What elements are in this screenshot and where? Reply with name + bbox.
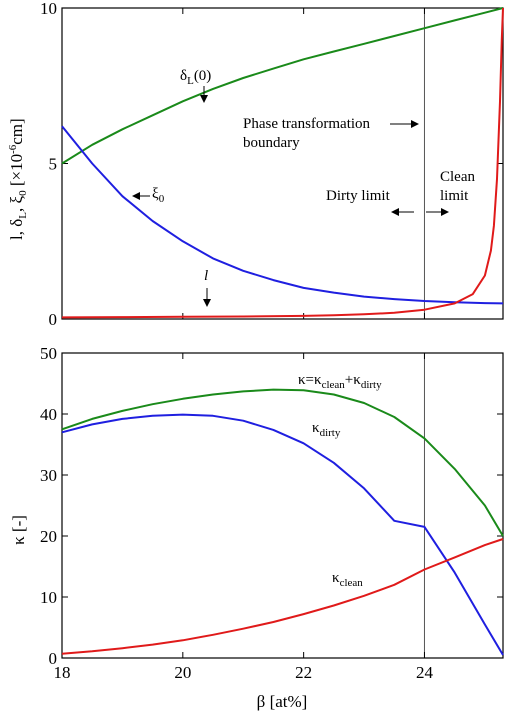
top-y-tick-label: 5 [49, 155, 58, 174]
bottom-y-axis-label: κ [-] [9, 515, 28, 545]
bottom-x-axis-label: β [at%] [257, 692, 308, 711]
annotation-clean1: Clean [440, 169, 475, 185]
bottom-y-tick-label: 10 [40, 588, 57, 607]
bottom-axis-ticks: 0 10 20 30 40 50 18 20 22 24 [40, 344, 503, 682]
top-plot-frame [61, 7, 504, 320]
annotation-phase-line1: Phase transformation [243, 116, 371, 132]
bottom-series-group [61, 388, 504, 656]
top-y-tick-label: 0 [49, 310, 58, 329]
bottom-series-line-2 [61, 538, 504, 655]
bottom-y-tick-label: 40 [40, 405, 57, 424]
bottom-chart: 0 10 20 30 40 50 18 20 22 24 κ [-] β [at%] κ=κcle… [9, 344, 504, 711]
annotation-kappa-total: κ=κclean+κdirty [298, 372, 382, 391]
annotation-kappa-dirty: κdirty [312, 420, 341, 439]
annotation-kappa-clean: κclean [332, 570, 363, 589]
top-y-tick-label: 10 [40, 0, 57, 18]
top-series-group [61, 7, 504, 319]
bottom-x-tick-label: 18 [54, 663, 71, 682]
annotation-l: l [204, 268, 208, 284]
bottom-y-tick-label: 20 [40, 527, 57, 546]
bottom-series-line-0 [61, 388, 504, 537]
annotation-xi0: ξ0 [152, 186, 165, 205]
bottom-plot-frame [61, 352, 504, 659]
top-series-line-1 [61, 125, 504, 305]
bottom-y-tick-label: 0 [49, 649, 58, 668]
annotation-dirty-limit: Dirty limit [326, 188, 391, 204]
bottom-y-tick-label: 50 [40, 344, 57, 363]
bottom-x-tick-label: 24 [416, 663, 434, 682]
top-series-line-0 [61, 7, 504, 165]
bottom-y-tick-label: 30 [40, 466, 57, 485]
top-chart: 0 5 10 l, δL, ξ0 [×10-6cm] δL(0) Phase tra… [7, 0, 504, 329]
bottom-series-line-1 [61, 413, 504, 656]
annotation-deltaL: δL(0) [180, 68, 211, 87]
top-y-axis-label: l, δL, ξ0 [×10-6cm] [7, 118, 29, 240]
top-series-line-2 [61, 7, 504, 319]
annotation-phase-line2: boundary [243, 135, 300, 151]
annotation-clean2: limit [440, 188, 469, 204]
bottom-x-tick-label: 22 [295, 663, 312, 682]
bottom-x-tick-label: 20 [174, 663, 191, 682]
